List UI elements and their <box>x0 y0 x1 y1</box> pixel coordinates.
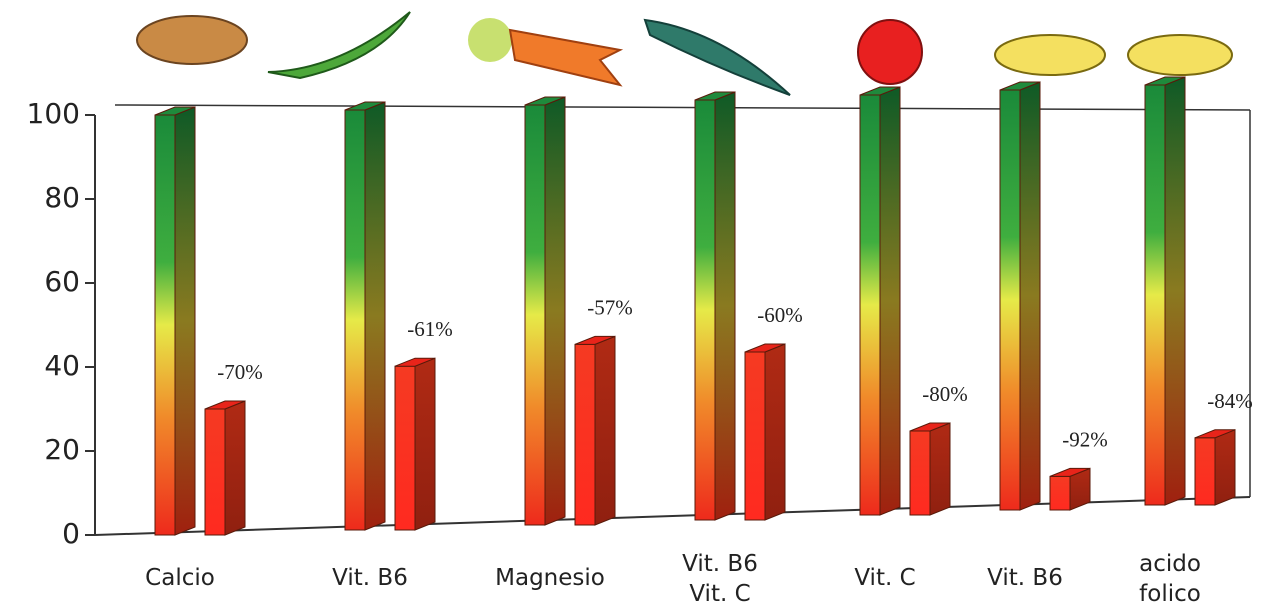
bar <box>745 344 785 520</box>
change-label: -57% <box>587 295 633 319</box>
bar-face <box>715 92 735 520</box>
change-label: -60% <box>757 303 803 327</box>
x-tick-label: Vit. C <box>854 565 915 591</box>
bar <box>695 92 735 520</box>
bar <box>575 336 615 525</box>
bar <box>1000 82 1040 510</box>
bar-face <box>415 358 435 530</box>
bar-face <box>155 115 175 535</box>
bar-face <box>595 336 615 525</box>
y-tick-label: 60 <box>44 265 80 298</box>
bar-face <box>930 423 950 515</box>
bar-face <box>1215 430 1235 505</box>
x-tick-label: Vit. B6 <box>987 565 1063 591</box>
bar-face <box>575 344 595 525</box>
y-tick-label: 20 <box>44 433 80 466</box>
x-tick-label: Vit. B6 <box>332 565 408 591</box>
bar <box>910 423 950 515</box>
y-tick-label: 80 <box>44 181 80 214</box>
back-frame <box>115 105 1250 110</box>
bar-face <box>545 97 565 525</box>
y-tick-label: 100 <box>27 97 80 130</box>
change-label: -61% <box>407 317 453 341</box>
bar <box>1050 468 1090 510</box>
bar-face <box>860 95 880 515</box>
bar <box>395 358 435 530</box>
x-tick-label: Calcio <box>145 565 215 591</box>
bar-face <box>745 352 765 520</box>
bar-face <box>1145 85 1165 505</box>
bar <box>525 97 565 525</box>
bar-face <box>205 409 225 535</box>
bar <box>155 107 195 535</box>
bar-face <box>1020 82 1040 510</box>
change-label: -92% <box>1062 427 1108 451</box>
y-tick-label: 40 <box>44 349 80 382</box>
bar <box>1145 77 1185 505</box>
bar-face <box>1050 476 1070 510</box>
bar-face <box>395 366 415 530</box>
y-tick-label: 0 <box>62 517 80 550</box>
bar-face <box>910 431 930 515</box>
bar-face <box>225 401 245 535</box>
bar-face <box>880 87 900 515</box>
bar-face <box>175 107 195 535</box>
bar-face <box>765 344 785 520</box>
bar-face <box>695 100 715 520</box>
chart: 0 20 40 60 80 100 -70% Calcio -61% Vit. B6 -57% Mag… <box>0 0 1276 613</box>
change-label: -80% <box>922 382 968 406</box>
bar <box>345 102 385 530</box>
bar <box>205 401 245 535</box>
change-label: -70% <box>217 360 263 384</box>
bar-face <box>525 105 545 525</box>
bar-face <box>345 110 365 530</box>
bar <box>860 87 900 515</box>
bar-face <box>1165 77 1185 505</box>
bar-face <box>1195 438 1215 505</box>
change-label: -84% <box>1207 389 1253 413</box>
x-tick-label: Magnesio <box>495 565 605 591</box>
bar-face <box>1000 90 1020 510</box>
bar-face <box>365 102 385 530</box>
bar <box>1195 430 1235 505</box>
food-icons <box>137 12 1232 95</box>
